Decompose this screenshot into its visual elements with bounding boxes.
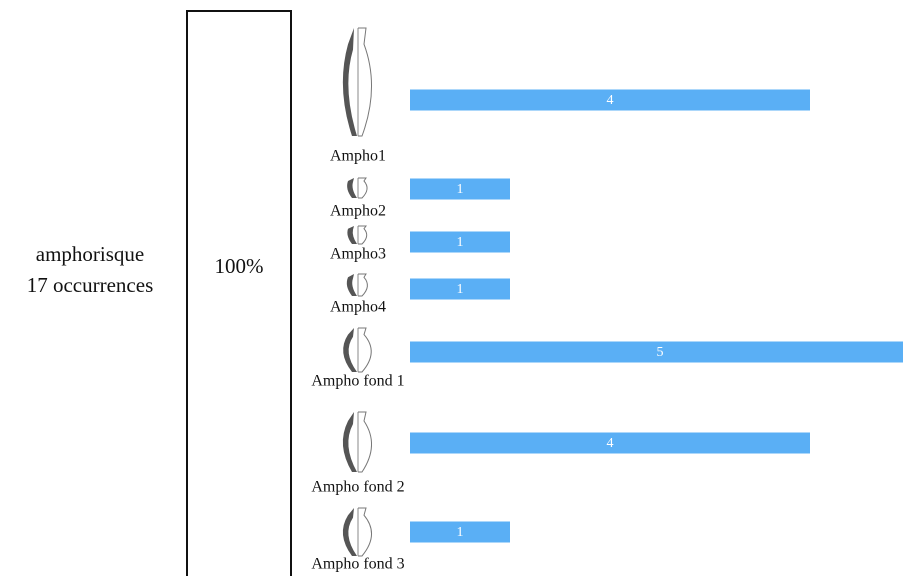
vessel-outline [358, 507, 372, 557]
value-label: 1 [457, 182, 464, 197]
value-label: 1 [457, 525, 464, 540]
vessel-profile [342, 412, 357, 472]
vessel-outline [358, 273, 368, 297]
category-label: Ampho1 [330, 148, 386, 165]
bar [410, 89, 810, 111]
bar [410, 178, 510, 200]
vessel-profile [342, 28, 357, 136]
value-label: 4 [607, 93, 614, 108]
category-label: Ampho fond 1 [311, 373, 404, 390]
vessel-outline [358, 327, 372, 373]
count-label: 17 occurrences [27, 273, 154, 297]
bar [410, 341, 903, 363]
vessel-profile [346, 274, 357, 296]
vessel-profile [343, 328, 357, 372]
vessel-outline [358, 411, 372, 473]
vessel-profile [342, 508, 357, 556]
value-label: 5 [657, 345, 664, 360]
value-label: 4 [607, 436, 614, 451]
category-label: Ampho2 [330, 203, 386, 220]
percent-label: 100% [215, 254, 264, 278]
percent-box [186, 10, 292, 576]
bar [410, 521, 510, 543]
value-label: 1 [457, 235, 464, 250]
vessel-profile [347, 178, 357, 198]
category-label: Ampho4 [330, 299, 386, 316]
category-label: Ampho3 [330, 246, 386, 263]
value-label: 1 [457, 282, 464, 297]
vessel-outline [358, 177, 368, 199]
bar [410, 278, 510, 300]
bar [410, 432, 810, 454]
vessel-outline [358, 27, 372, 137]
group-label: amphorisque [36, 242, 144, 266]
vessel-outline [358, 225, 368, 245]
category-label: Ampho fond 3 [311, 556, 404, 573]
vessel-profile [347, 226, 357, 244]
bar [410, 231, 510, 253]
category-label: Ampho fond 2 [311, 479, 404, 496]
